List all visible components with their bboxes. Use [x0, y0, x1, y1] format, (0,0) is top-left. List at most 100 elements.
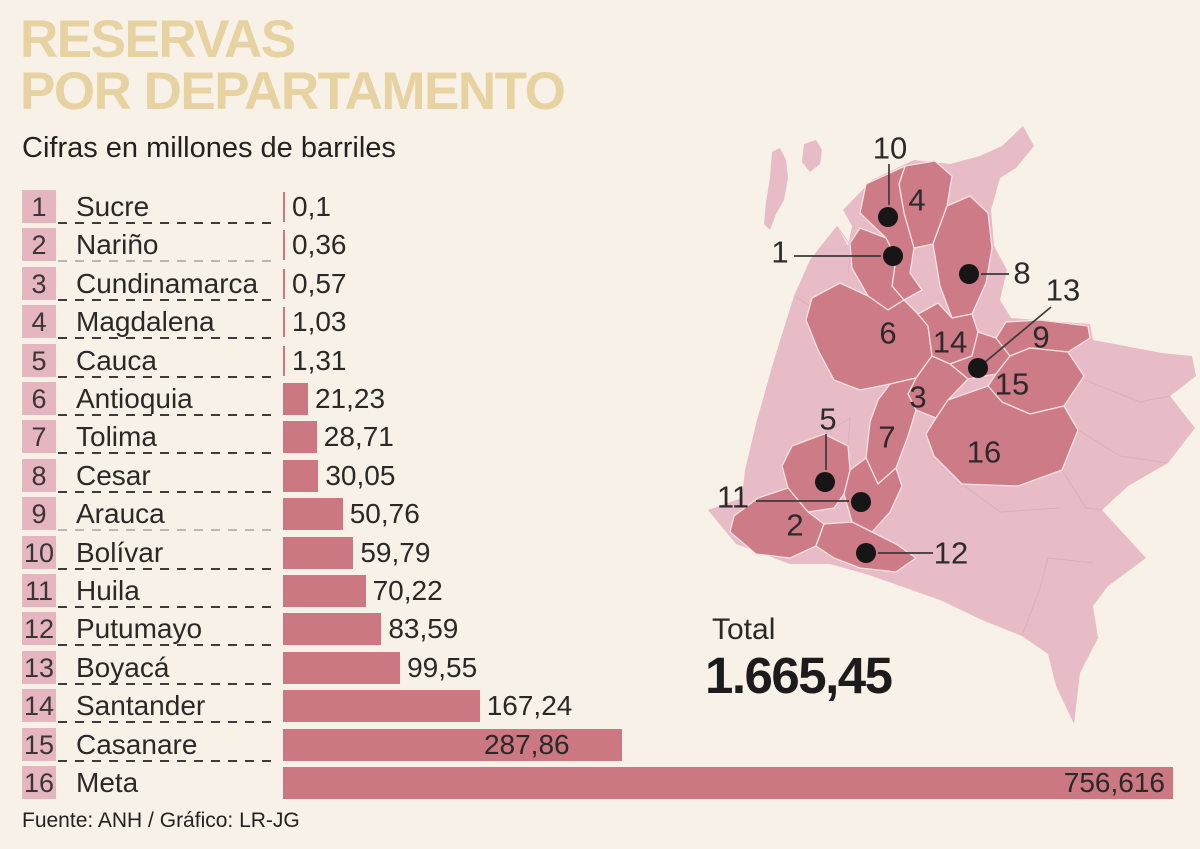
- map-label-1: 1: [771, 235, 788, 270]
- leader-dashes: [58, 452, 278, 455]
- reserve-bar: [283, 383, 308, 415]
- map-label-14: 14: [933, 325, 967, 360]
- map-label-7: 7: [878, 420, 895, 455]
- map-region-11-huila: [843, 457, 903, 533]
- rank-badge: 10: [22, 535, 56, 569]
- reserve-bar: [283, 613, 382, 646]
- rank-badge: 13: [22, 650, 56, 684]
- map-label-10: 10: [873, 131, 907, 166]
- map-island-san-andres: [764, 148, 788, 230]
- department-label: Santander: [76, 690, 206, 722]
- value-label: 167,24: [486, 690, 573, 722]
- map-label-5: 5: [819, 402, 836, 437]
- map-dot-1: [883, 246, 903, 266]
- chart-row: 13 Boyacá 99,55: [0, 650, 1200, 690]
- value-label: 0,57: [292, 267, 347, 299]
- map-label-2: 2: [786, 508, 803, 543]
- leader-dashes: [58, 414, 278, 416]
- map-region-16-meta: [925, 385, 1079, 487]
- chart-row: 10 Bolívar 59,79: [0, 535, 1200, 575]
- rank-badge: 16: [22, 766, 56, 799]
- map-label-11: 11: [717, 480, 749, 515]
- value-label: 70,22: [372, 575, 443, 606]
- chart-row: 6 Antioquia 21,23: [0, 382, 1200, 421]
- map-label-16: 16: [967, 435, 1001, 470]
- map-dot-11: [851, 492, 871, 512]
- reserve-bar: [283, 651, 401, 684]
- map-dot-10: [878, 207, 898, 227]
- leader-dashes: [58, 337, 278, 340]
- department-label: Boyacá: [76, 651, 170, 683]
- map-dot-12: [856, 543, 876, 563]
- title-line-2: POR DEPARTAMENTO: [20, 62, 566, 121]
- value-label: 28,71: [323, 421, 394, 453]
- map-label-9: 9: [1032, 320, 1049, 355]
- map-island-providencia: [802, 140, 822, 172]
- reserve-bar: [283, 230, 285, 261]
- map-dot-5: [815, 472, 835, 492]
- value-label: 1,31: [292, 344, 347, 376]
- leader-dashes: [58, 298, 278, 301]
- reserve-bar: [283, 767, 1173, 799]
- title-line-1: RESERVAS: [20, 10, 296, 69]
- rank-badge: 14: [22, 689, 56, 723]
- rank-badge: 3: [22, 266, 56, 300]
- reserve-bar: [283, 345, 285, 376]
- leader-dashes: [58, 644, 278, 647]
- reserve-bar: [283, 307, 285, 338]
- reserve-bar: [283, 459, 319, 492]
- map-label-8: 8: [1013, 256, 1030, 291]
- department-label: Cundinamarca: [76, 267, 259, 299]
- page-title: RESERVAS POR DEPARTAMENTO: [20, 10, 566, 121]
- map-label-15: 15: [995, 367, 1029, 402]
- total-label: Total: [712, 613, 776, 646]
- rank-badge: 5: [22, 343, 56, 377]
- rank-badge: 7: [22, 420, 56, 454]
- reserve-bar: [283, 728, 622, 761]
- rank-badge: 8: [22, 458, 56, 492]
- reserve-bar: [283, 498, 343, 531]
- department-label: Nariño: [76, 229, 159, 261]
- reserve-bar: [283, 268, 285, 299]
- map-label-4: 4: [908, 183, 925, 218]
- reserve-bar: [283, 421, 317, 454]
- bar-chart: 1 Sucre 0,1 2 Nariño 0,36 3 Cundinamarca 0,57 4 Ma…: [0, 190, 1200, 815]
- chart-row: 1 Sucre 0,1: [0, 190, 1200, 229]
- department-label: Cesar: [76, 459, 151, 491]
- map-region-8-cesar: [932, 195, 993, 319]
- rank-badge: 2: [22, 228, 56, 262]
- leader-dashes: [58, 682, 278, 685]
- map-dot-13: [968, 358, 988, 378]
- value-label: 83,59: [388, 613, 459, 645]
- leader-dashes: [58, 490, 278, 493]
- chart-subtitle: Cifras en millones de barriles: [22, 132, 396, 164]
- chart-row: 4 Magdalena 1,03: [0, 305, 1200, 344]
- rank-badge: 1: [22, 190, 56, 223]
- leader-dashes: [58, 222, 278, 224]
- chart-row: 16 Meta 756,616: [0, 766, 1200, 805]
- department-label: Sucre: [76, 191, 150, 222]
- chart-row: 12 Putumayo 83,59: [0, 612, 1200, 651]
- reserve-bar: [283, 536, 354, 569]
- chart-row: 7 Tolima 28,71: [0, 420, 1200, 459]
- department-label: Cauca: [76, 344, 157, 376]
- map-label-12: 12: [934, 536, 968, 571]
- department-label: Casanare: [76, 728, 198, 760]
- value-label: 756,616: [1063, 767, 1165, 798]
- reserve-bar: [283, 192, 285, 222]
- value-label: 99,55: [407, 651, 478, 683]
- chart-row: 3 Cundinamarca 0,57: [0, 266, 1200, 306]
- leader-dashes: [58, 721, 278, 724]
- value-label: 0,36: [292, 229, 347, 261]
- map-label-3: 3: [909, 380, 926, 415]
- rank-badge: 15: [22, 727, 56, 761]
- department-label: Tolima: [76, 421, 157, 453]
- chart-row: 11 Huila 70,22: [0, 574, 1200, 613]
- value-label: 50,76: [349, 498, 420, 530]
- map-callout-line-13: [983, 306, 1052, 364]
- map-label-6: 6: [879, 316, 896, 351]
- leader-dashes: [58, 759, 278, 762]
- department-label: Antioquia: [76, 383, 193, 414]
